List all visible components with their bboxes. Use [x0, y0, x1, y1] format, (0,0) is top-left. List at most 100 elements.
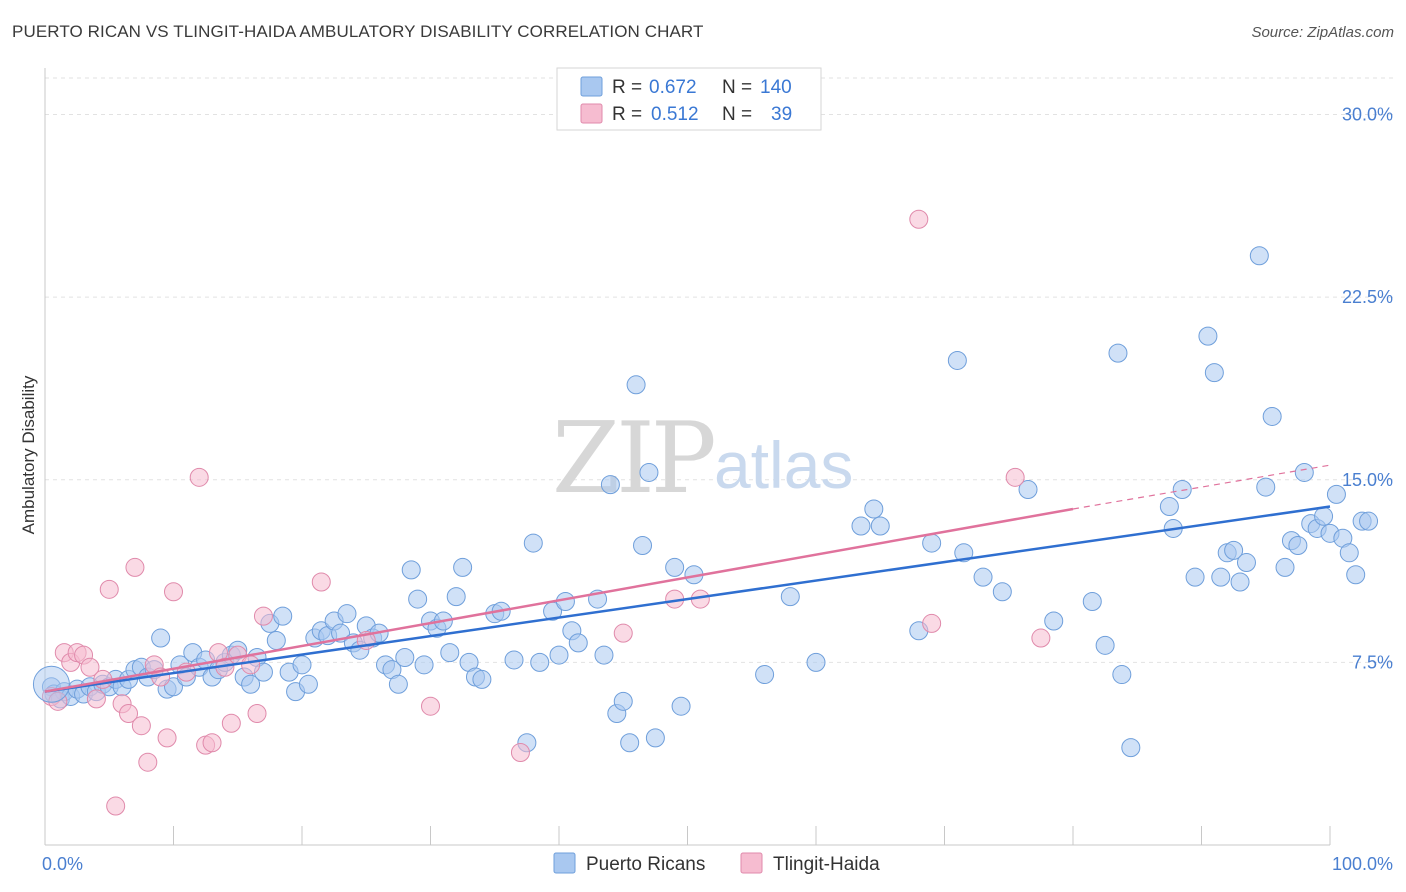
data-point-puerto-ricans	[440, 643, 460, 663]
data-point-puerto-ricans	[388, 674, 408, 694]
data-point-puerto-ricans	[1346, 565, 1366, 585]
data-point-tlingit-haida	[922, 613, 942, 633]
legend-swatch-tlingit-haida	[580, 103, 603, 124]
trend-line-puerto-ricans	[44, 505, 1331, 693]
data-point-tlingit-haida	[909, 209, 929, 229]
data-point-tlingit-haida	[421, 696, 440, 716]
data-point-puerto-ricans	[1211, 567, 1231, 587]
data-point-puerto-ricans	[1159, 497, 1179, 517]
watermark-atlas: atlas	[714, 428, 853, 502]
data-point-puerto-ricans	[1044, 611, 1064, 631]
legend-n-label: N =	[722, 104, 752, 125]
source-label: Source: ZipAtlas.com	[1251, 24, 1394, 41]
legend-swatch-puerto-ricans	[580, 76, 603, 97]
legend-r-label: R =	[612, 104, 642, 125]
data-point-puerto-ricans	[523, 533, 543, 553]
data-point-puerto-ricans	[922, 533, 942, 553]
stats-legend: R = 0.672 N = 140 R = 0.512 N = 39	[556, 67, 822, 131]
data-point-puerto-ricans	[1185, 567, 1205, 587]
trend-lines	[44, 464, 1331, 693]
x-tick-label: 100.0%	[1332, 854, 1393, 874]
data-point-puerto-ricans	[1249, 246, 1269, 266]
x-tick-label: 0.0%	[42, 854, 83, 874]
data-point-tlingit-haida	[164, 582, 183, 602]
data-point-tlingit-haida	[138, 752, 158, 772]
data-point-puerto-ricans	[472, 669, 492, 689]
data-point-puerto-ricans	[273, 606, 293, 626]
data-point-tlingit-haida	[86, 689, 106, 709]
data-point-puerto-ricans	[780, 587, 800, 607]
data-point-tlingit-haida	[241, 655, 261, 675]
data-point-puerto-ricans	[1236, 553, 1256, 573]
legend-r-label: R =	[612, 77, 642, 98]
data-point-puerto-ricans	[1230, 572, 1250, 592]
data-point-puerto-ricans	[806, 652, 826, 672]
series-legend: Puerto Ricans Tlingit-Haida	[553, 852, 880, 875]
data-point-puerto-ricans	[1172, 480, 1192, 500]
y-tick-label: 30.0%	[1342, 105, 1393, 125]
data-point-puerto-ricans	[1294, 462, 1314, 482]
legend-n-value: 39	[771, 104, 792, 125]
data-point-puerto-ricans	[633, 536, 653, 556]
axes	[44, 68, 1331, 846]
data-point-puerto-ricans	[613, 691, 633, 711]
data-point-puerto-ricans	[1095, 635, 1115, 655]
chart-title: PUERTO RICAN VS TLINGIT-HAIDA AMBULATORY…	[12, 22, 704, 41]
y-tick-label: 15.0%	[1342, 470, 1393, 490]
data-point-tlingit-haida	[613, 623, 633, 643]
trend-line-tlingit-haida	[44, 507, 1074, 693]
data-point-tlingit-haida	[106, 796, 126, 816]
data-point-puerto-ricans	[594, 645, 614, 665]
y-axis-label: Ambulatory Disability	[19, 375, 38, 534]
bottom-legend-swatch-tlingit-haida	[740, 852, 763, 874]
data-point-tlingit-haida	[1031, 628, 1051, 648]
data-point-puerto-ricans	[671, 696, 691, 716]
data-point-puerto-ricans	[1082, 592, 1102, 612]
data-point-tlingit-haida	[157, 728, 177, 748]
data-point-puerto-ricans	[1262, 406, 1282, 426]
data-point-puerto-ricans	[1339, 543, 1359, 563]
watermark-zip: ZIP	[552, 402, 714, 516]
data-point-puerto-ricans	[626, 375, 646, 395]
data-point-puerto-ricans	[337, 604, 357, 624]
data-point-puerto-ricans	[1326, 484, 1346, 504]
legend-r-value: 0.672	[649, 77, 697, 98]
data-point-puerto-ricans	[755, 665, 775, 685]
data-point-tlingit-haida	[510, 742, 530, 762]
data-point-puerto-ricans	[1224, 540, 1244, 560]
data-point-tlingit-haida	[221, 713, 241, 733]
data-point-puerto-ricans	[266, 630, 286, 650]
data-point-tlingit-haida	[189, 467, 209, 487]
legend-r-value: 0.512	[651, 104, 699, 125]
data-point-puerto-ricans	[973, 567, 993, 587]
data-point-puerto-ricans	[864, 499, 884, 519]
tick-labels: 7.5% 15.0% 22.5% 30.0% 0.0% 100.0%	[42, 105, 1393, 874]
data-point-tlingit-haida	[247, 704, 267, 724]
data-point-tlingit-haida	[131, 716, 151, 736]
bottom-legend-label: Tlingit-Haida	[773, 854, 880, 875]
data-point-puerto-ricans	[1108, 343, 1128, 363]
data-point-puerto-ricans	[992, 582, 1012, 602]
data-point-tlingit-haida	[125, 557, 145, 577]
data-point-puerto-ricans	[504, 650, 524, 670]
data-point-puerto-ricans	[1112, 665, 1132, 685]
data-point-puerto-ricans	[620, 733, 640, 753]
data-point-puerto-ricans	[530, 652, 550, 672]
data-point-tlingit-haida	[99, 579, 119, 599]
data-point-puerto-ricans	[151, 628, 171, 648]
data-point-tlingit-haida	[253, 606, 273, 626]
data-point-puerto-ricans	[1198, 326, 1218, 346]
data-point-puerto-ricans	[665, 557, 685, 577]
data-point-puerto-ricans	[298, 674, 318, 694]
data-point-puerto-ricans	[1314, 506, 1334, 526]
data-point-puerto-ricans	[408, 589, 428, 609]
data-point-puerto-ricans	[292, 655, 312, 675]
data-point-puerto-ricans	[870, 516, 890, 536]
data-point-tlingit-haida	[202, 733, 222, 753]
data-point-tlingit-haida	[1005, 467, 1025, 487]
trend-line-tlingit-haida-extension	[1072, 464, 1331, 510]
data-point-tlingit-haida	[119, 704, 139, 724]
data-point-puerto-ricans	[395, 648, 415, 668]
data-point-puerto-ricans	[1121, 738, 1141, 758]
